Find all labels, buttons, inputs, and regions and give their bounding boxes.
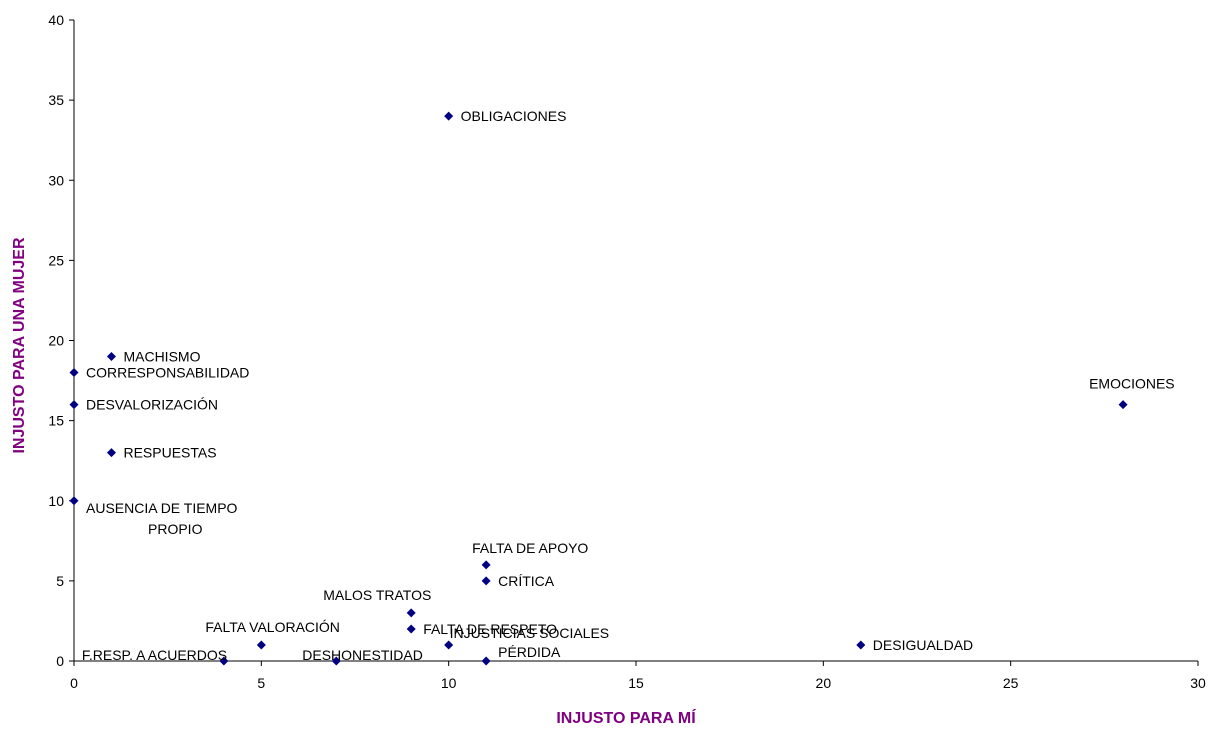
data-point [406,608,416,618]
data-point [256,640,266,650]
point-label: PÉRDIDA [498,644,561,660]
data-point [106,448,116,458]
x-tick-label-4: 20 [816,675,832,691]
data-point [1118,400,1128,410]
y-tick-label-1: 5 [56,573,64,589]
point-label: EMOCIONES [1089,376,1175,392]
data-point [481,656,491,666]
point-label: AUSENCIA DE TIEMPO [86,500,238,516]
x-tick-label-2: 10 [441,675,457,691]
y-tick-label-2: 10 [48,493,64,509]
point-label: PROPIO [148,521,203,537]
y-tick-label-5: 25 [48,252,64,268]
data-point [406,624,416,634]
y-tick-label-8: 40 [48,12,64,28]
point-label: FALTA DE APOYO [472,540,588,556]
point-label: DESVALORIZACIÓN [86,397,218,413]
data-point [444,111,454,121]
data-point [219,656,229,666]
data-point [69,368,79,378]
y-tick-label-6: 30 [48,172,64,188]
x-tick-label-3: 15 [628,675,644,691]
point-label: CORRESPONSABILIDAD [86,365,249,381]
point-label: F.RESP. A ACUERDOS [82,647,227,663]
axes: 0 5 10 15 20 25 30 0 5 10 15 20 25 30 35 40 [48,12,1206,691]
y-tick-label-4: 20 [48,333,64,349]
point-label: INJUSTICIAS SOCIALES [450,625,609,641]
data-point [481,576,491,586]
data-point [106,352,116,362]
point-label: RESPUESTAS [123,445,216,461]
x-tick-label-5: 25 [1003,675,1019,691]
y-axis-title: INJUSTO PARA UNA MUJER [11,237,28,453]
y-tick-label-0: 0 [56,653,64,669]
y-tick-label-7: 35 [48,92,64,108]
point-label: CRÍTICA [498,573,555,589]
y-ticks: 0 5 10 15 20 25 30 35 40 [48,12,74,669]
x-axis-title: INJUSTO PARA MÍ [556,708,696,727]
point-label: MALOS TRATOS [323,587,431,603]
point-label: OBLIGACIONES [461,108,567,124]
data-point [69,400,79,410]
point-label: DESIGUALDAD [873,637,973,653]
x-tick-label-6: 30 [1190,675,1206,691]
data-points [69,111,1128,666]
point-label: MACHISMO [123,349,200,365]
x-tick-label-0: 0 [70,675,78,691]
data-point [331,656,341,666]
data-point [444,640,454,650]
data-point [481,560,491,570]
point-label: FALTA VALORACIÓN [205,619,340,635]
point-label: DESHONESTIDAD [302,647,423,663]
x-tick-label-1: 5 [257,675,265,691]
y-tick-label-3: 15 [48,413,64,429]
x-ticks: 0 5 10 15 20 25 30 [70,661,1206,691]
point-label: FALTA DE RESPETO [423,621,557,637]
data-point [856,640,866,650]
data-point [69,496,79,506]
